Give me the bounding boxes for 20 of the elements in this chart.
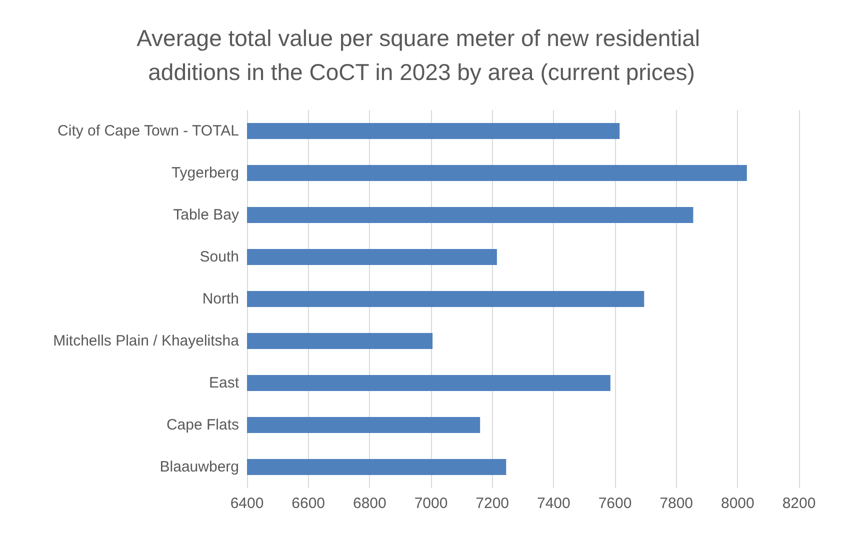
x-tick-label: 7200 <box>476 495 510 512</box>
y-tick-label: Table Bay <box>173 206 240 224</box>
x-tick-label: 6600 <box>292 495 326 512</box>
x-tick-label: 6800 <box>352 495 386 512</box>
x-tick-label: 7600 <box>598 495 632 512</box>
y-tick-label: Mitchells Plain / Khayelitsha <box>53 332 240 350</box>
y-tick-label: Cape Flats <box>166 416 239 434</box>
x-tick-label: 7800 <box>660 495 694 512</box>
x-tick-label: 8200 <box>782 495 816 512</box>
y-tick-label: City of Cape Town - TOTAL <box>58 122 239 140</box>
y-tick-label: Blaauwberg <box>160 458 239 476</box>
x-tick-label: 7000 <box>414 495 448 512</box>
x-tick-label: 7400 <box>536 495 570 512</box>
y-tick-label: South <box>200 248 239 266</box>
y-tick-label: East <box>208 374 240 392</box>
chart-title: Average total value per square meter of new residential additions in the CoCT in 2023 by area (current prices) <box>136 25 706 85</box>
y-tick-label: Tygerberg <box>171 164 239 182</box>
x-tick-label: 6400 <box>230 495 264 512</box>
x-tick-label: 8000 <box>720 495 754 512</box>
y-tick-label: North <box>202 290 239 308</box>
